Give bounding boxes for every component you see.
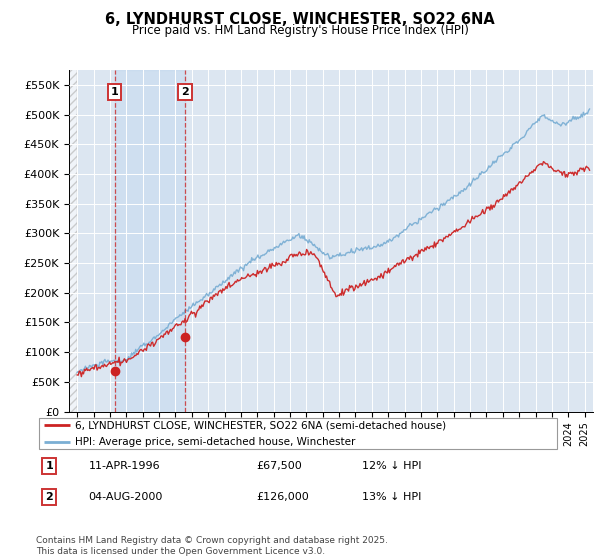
Text: 2: 2 (181, 87, 189, 97)
Text: 6, LYNDHURST CLOSE, WINCHESTER, SO22 6NA: 6, LYNDHURST CLOSE, WINCHESTER, SO22 6NA (105, 12, 495, 27)
Text: 6, LYNDHURST CLOSE, WINCHESTER, SO22 6NA (semi-detached house): 6, LYNDHURST CLOSE, WINCHESTER, SO22 6NA… (76, 421, 446, 431)
Text: 1: 1 (110, 87, 118, 97)
Text: 12% ↓ HPI: 12% ↓ HPI (361, 461, 421, 471)
Text: 1: 1 (46, 461, 53, 471)
Text: 11-APR-1996: 11-APR-1996 (89, 461, 160, 471)
Text: £126,000: £126,000 (257, 492, 309, 502)
Text: 04-AUG-2000: 04-AUG-2000 (89, 492, 163, 502)
FancyBboxPatch shape (38, 418, 557, 449)
Text: HPI: Average price, semi-detached house, Winchester: HPI: Average price, semi-detached house,… (76, 437, 356, 447)
Text: Contains HM Land Registry data © Crown copyright and database right 2025.
This d: Contains HM Land Registry data © Crown c… (36, 536, 388, 556)
Text: 2: 2 (46, 492, 53, 502)
Text: £67,500: £67,500 (257, 461, 302, 471)
Bar (115, 70, 185, 412)
Text: 13% ↓ HPI: 13% ↓ HPI (361, 492, 421, 502)
Text: Price paid vs. HM Land Registry's House Price Index (HPI): Price paid vs. HM Land Registry's House … (131, 24, 469, 37)
